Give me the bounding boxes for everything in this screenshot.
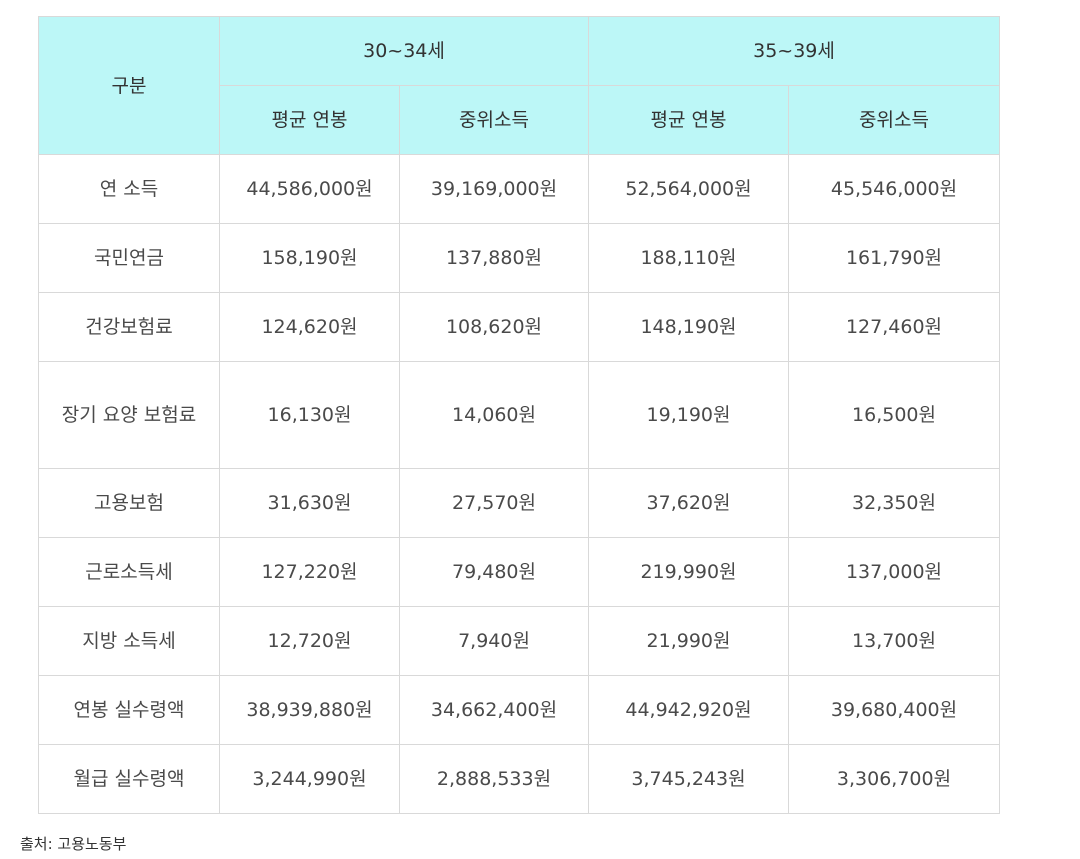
- cell: 3,306,700원: [788, 744, 1000, 814]
- cell: 44,586,000원: [219, 154, 400, 224]
- cell: 27,570원: [399, 468, 589, 538]
- row-label: 고용보험: [38, 468, 220, 538]
- cell: 219,990원: [588, 537, 789, 607]
- table-row: 장기 요양 보험료 16,130원 14,060원 19,190원 16,500…: [38, 361, 1000, 469]
- cell: 39,169,000원: [399, 154, 589, 224]
- header-average-salary: 평균 연봉: [219, 85, 400, 155]
- table-row: 지방 소득세 12,720원 7,940원 21,990원 13,700원: [38, 606, 1000, 676]
- cell: 14,060원: [399, 361, 589, 469]
- cell: 16,500원: [788, 361, 1000, 469]
- header-group-30-34: 30~34세: [219, 16, 589, 86]
- table-row: 고용보험 31,630원 27,570원 37,620원 32,350원: [38, 468, 1000, 538]
- cell: 19,190원: [588, 361, 789, 469]
- header-median-income: 중위소득: [399, 85, 589, 155]
- row-label: 지방 소득세: [38, 606, 220, 676]
- cell: 127,220원: [219, 537, 400, 607]
- table-row: 월급 실수령액 3,244,990원 2,888,533원 3,745,243원…: [38, 744, 1000, 814]
- cell: 12,720원: [219, 606, 400, 676]
- table-row: 국민연금 158,190원 137,880원 188,110원 161,790원: [38, 223, 1000, 293]
- cell: 188,110원: [588, 223, 789, 293]
- source-caption: 출처: 고용노동부: [20, 835, 127, 853]
- header-median-income: 중위소득: [788, 85, 1000, 155]
- cell: 38,939,880원: [219, 675, 400, 745]
- cell: 124,620원: [219, 292, 400, 362]
- cell: 39,680,400원: [788, 675, 1000, 745]
- cell: 13,700원: [788, 606, 1000, 676]
- table-row: 건강보험료 124,620원 108,620원 148,190원 127,460…: [38, 292, 1000, 362]
- row-label: 연 소득: [38, 154, 220, 224]
- cell: 3,244,990원: [219, 744, 400, 814]
- cell: 16,130원: [219, 361, 400, 469]
- table-row: 연봉 실수령액 38,939,880원 34,662,400원 44,942,9…: [38, 675, 1000, 745]
- table-row: 연 소득 44,586,000원 39,169,000원 52,564,000원…: [38, 154, 1000, 224]
- header-group-35-39: 35~39세: [588, 16, 1000, 86]
- row-label: 근로소득세: [38, 537, 220, 607]
- row-label: 국민연금: [38, 223, 220, 293]
- cell: 44,942,920원: [588, 675, 789, 745]
- cell: 137,000원: [788, 537, 1000, 607]
- cell: 2,888,533원: [399, 744, 589, 814]
- cell: 127,460원: [788, 292, 1000, 362]
- header-category: 구분: [38, 16, 220, 155]
- cell: 79,480원: [399, 537, 589, 607]
- cell: 161,790원: [788, 223, 1000, 293]
- row-label: 연봉 실수령액: [38, 675, 220, 745]
- cell: 158,190원: [219, 223, 400, 293]
- row-label: 건강보험료: [38, 292, 220, 362]
- salary-table: 구분 30~34세 35~39세 평균 연봉 중위소득 평균 연봉 중위소득 연…: [38, 16, 1000, 814]
- cell: 45,546,000원: [788, 154, 1000, 224]
- cell: 148,190원: [588, 292, 789, 362]
- cell: 37,620원: [588, 468, 789, 538]
- cell: 52,564,000원: [588, 154, 789, 224]
- cell: 21,990원: [588, 606, 789, 676]
- cell: 3,745,243원: [588, 744, 789, 814]
- header-average-salary: 평균 연봉: [588, 85, 789, 155]
- cell: 7,940원: [399, 606, 589, 676]
- row-label: 장기 요양 보험료: [38, 361, 220, 469]
- cell: 32,350원: [788, 468, 1000, 538]
- cell: 31,630원: [219, 468, 400, 538]
- row-label: 월급 실수령액: [38, 744, 220, 814]
- cell: 34,662,400원: [399, 675, 589, 745]
- cell: 108,620원: [399, 292, 589, 362]
- table-row: 근로소득세 127,220원 79,480원 219,990원 137,000원: [38, 537, 1000, 607]
- cell: 137,880원: [399, 223, 589, 293]
